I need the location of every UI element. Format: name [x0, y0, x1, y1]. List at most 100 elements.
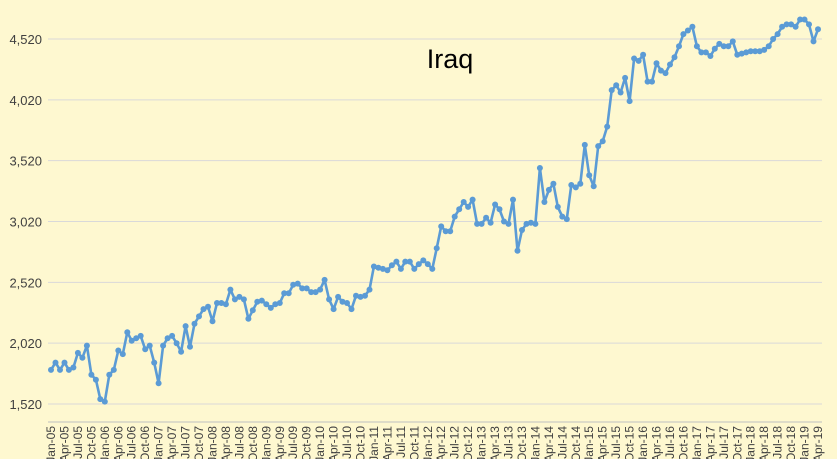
data-point: [240, 296, 247, 303]
x-tick-label: Oct-14: [569, 426, 583, 459]
data-point: [182, 323, 189, 330]
data-point: [406, 258, 413, 265]
data-point: [572, 184, 579, 191]
data-point: [429, 265, 436, 272]
data-point: [676, 43, 682, 50]
data-point: [671, 54, 678, 61]
x-tick-label: Oct-09: [300, 426, 314, 459]
data-point: [469, 196, 476, 203]
x-tick-label: Jul-15: [609, 426, 623, 459]
data-point: [788, 21, 795, 28]
data-point: [765, 43, 772, 50]
data-point: [61, 359, 68, 366]
y-tick-label: 1,520: [9, 397, 42, 412]
data-point: [79, 354, 86, 361]
data-point: [590, 183, 597, 190]
data-point: [720, 43, 727, 50]
data-point: [559, 213, 566, 220]
x-tick-label: Jul-10: [340, 426, 354, 459]
data-point: [662, 70, 669, 77]
data-point: [658, 67, 664, 74]
data-point: [545, 186, 552, 193]
x-tick-label: Apr-07: [165, 426, 179, 459]
data-point: [231, 296, 238, 303]
data-point: [281, 290, 288, 297]
data-point: [501, 218, 507, 225]
data-point: [465, 203, 472, 210]
data-point: [393, 258, 400, 265]
x-tick-label: Jul-07: [179, 426, 193, 459]
data-point: [308, 289, 315, 296]
x-tick-label: Jul-06: [125, 426, 139, 459]
data-point: [577, 180, 584, 187]
data-point: [729, 38, 736, 45]
data-point: [595, 143, 602, 150]
x-tick-label: Apr-19: [811, 426, 825, 459]
data-point: [57, 366, 63, 373]
data-point: [554, 203, 561, 210]
data-point: [438, 223, 445, 230]
data-point: [797, 16, 804, 23]
data-point: [65, 366, 72, 373]
data-point: [169, 332, 176, 339]
data-point: [110, 366, 117, 373]
data-point: [478, 220, 485, 227]
data-point: [519, 227, 525, 233]
data-point: [187, 343, 193, 350]
data-point: [218, 300, 225, 306]
y-tick-label: 3,520: [9, 154, 42, 169]
data-point: [617, 89, 624, 96]
data-point: [137, 332, 144, 339]
data-point: [693, 43, 700, 50]
data-point: [263, 301, 270, 308]
data-point: [550, 180, 557, 187]
data-point: [680, 31, 687, 38]
series-iraq: [48, 16, 821, 405]
data-point: [191, 320, 198, 327]
data-point: [370, 263, 377, 270]
data-point: [640, 51, 647, 58]
data-point: [299, 285, 306, 292]
data-point: [667, 61, 673, 68]
data-point: [317, 286, 324, 293]
data-point: [209, 318, 216, 325]
data-point: [48, 366, 54, 373]
data-point: [783, 21, 790, 28]
y-tick-label: 4,520: [9, 32, 42, 47]
data-point: [770, 36, 777, 42]
data-point: [774, 31, 781, 38]
x-tick-label: Apr-18: [757, 426, 771, 459]
x-tick-label: Jan-18: [744, 426, 758, 459]
x-tick-label: Apr-08: [219, 426, 233, 459]
x-tick-label: Apr-10: [327, 426, 341, 459]
data-point: [510, 196, 516, 203]
data-point: [254, 298, 261, 305]
x-tick-label: Jan-08: [205, 426, 219, 459]
x-tick-label: Apr-11: [380, 426, 394, 459]
data-point: [155, 380, 162, 387]
x-tick-label: Jan-19: [798, 426, 812, 459]
data-point: [321, 276, 328, 283]
data-point: [644, 78, 651, 85]
data-point: [420, 257, 427, 264]
data-point: [442, 228, 449, 235]
data-point: [272, 301, 279, 308]
x-tick-label: Jul-08: [232, 426, 246, 459]
x-tick-label: Oct-17: [730, 426, 744, 459]
data-point: [357, 293, 364, 300]
y-tick-label: 3,020: [9, 215, 42, 230]
x-tick-label: Oct-16: [676, 426, 690, 459]
data-point: [348, 306, 355, 313]
data-point: [581, 141, 588, 148]
data-point: [743, 49, 750, 56]
data-point: [164, 335, 171, 342]
data-point: [74, 349, 81, 356]
x-tick-label: Apr-06: [111, 426, 125, 459]
data-point: [330, 306, 337, 313]
data-point: [738, 50, 745, 57]
data-point: [631, 55, 638, 62]
data-point: [447, 228, 454, 235]
y-tick-label: 4,020: [9, 93, 42, 108]
x-tick-label: Jan-13: [475, 426, 489, 459]
gridlines: [48, 38, 822, 405]
